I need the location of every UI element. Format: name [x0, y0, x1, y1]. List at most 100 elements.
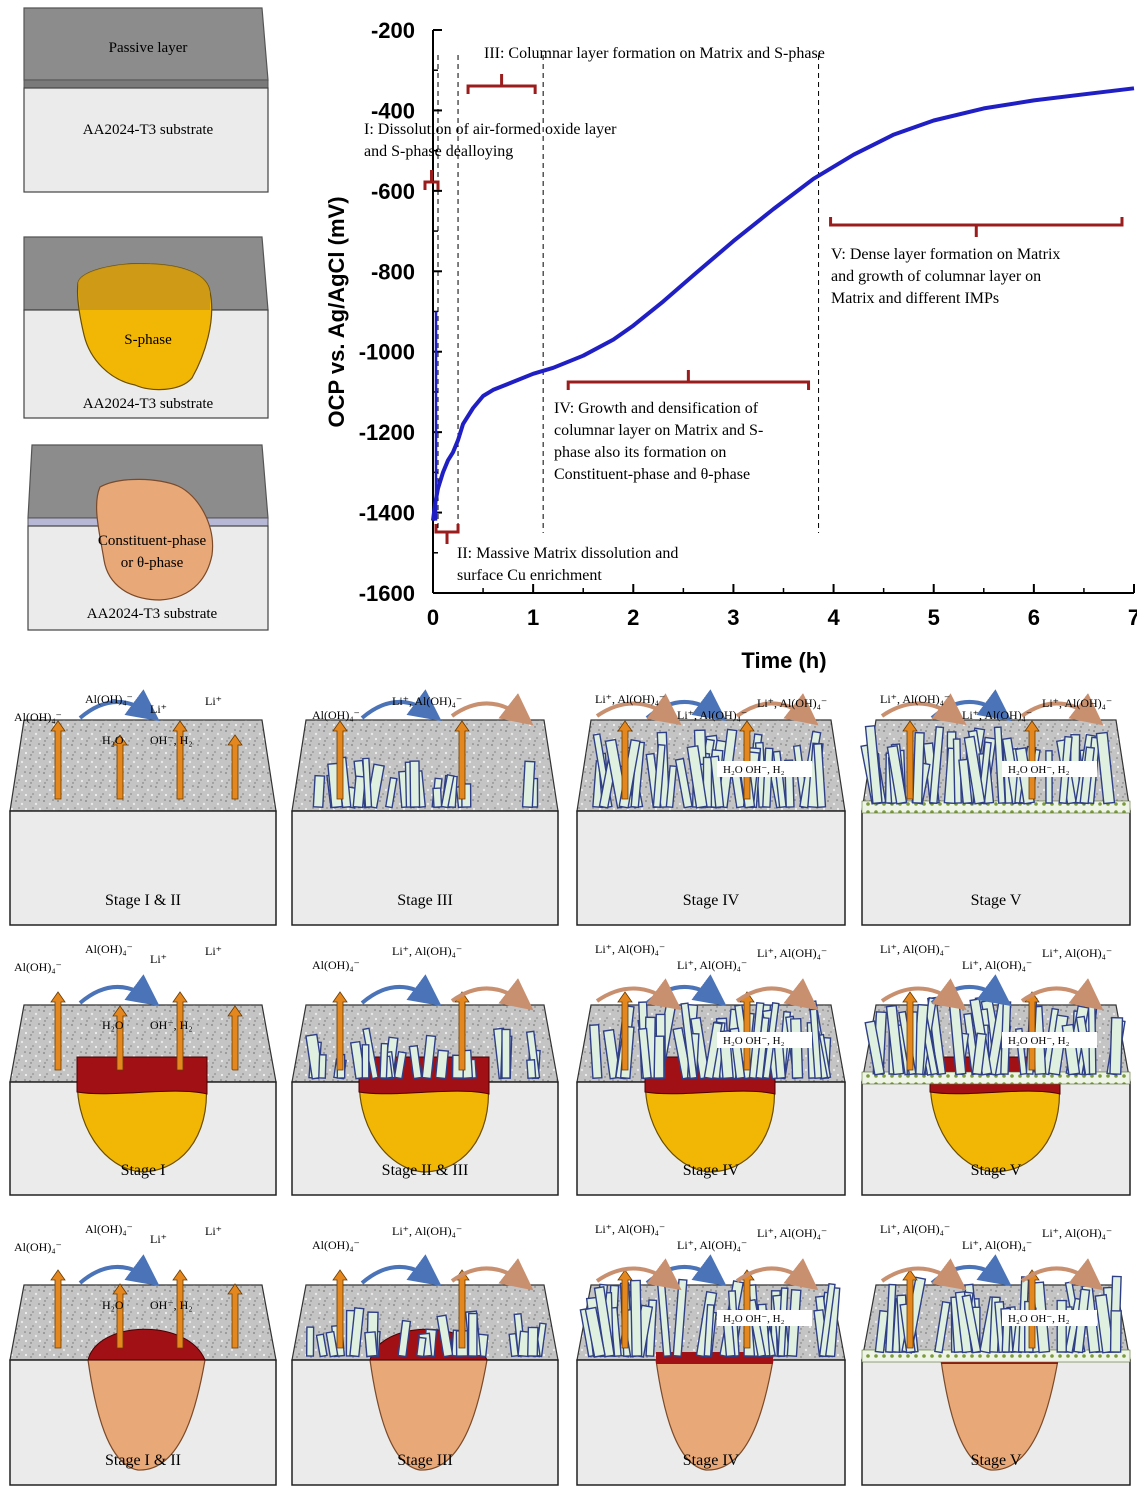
dealloyed-layer — [76, 1056, 208, 1095]
columnar-crystal — [886, 744, 908, 805]
y-tick-label: -400 — [371, 98, 415, 123]
x-tick-label: 7 — [1128, 605, 1137, 630]
passive-layer-label: Passive layer — [109, 40, 188, 56]
columnar-crystal — [652, 743, 666, 809]
x-tick-label: 0 — [427, 605, 439, 630]
columnar-crystal — [963, 735, 986, 805]
species-li-aloh4: Li⁺, Al(OH)₄⁻ — [1042, 1226, 1112, 1240]
species-li-aloh4: Li⁺, Al(OH)₄⁻ — [880, 942, 950, 956]
constituent-particle — [940, 1359, 1059, 1471]
columnar-crystal — [521, 760, 536, 809]
transport-arrow-icon — [880, 1258, 967, 1291]
columnar-crystal — [934, 1300, 951, 1354]
columnar-crystal — [318, 1054, 327, 1079]
panel-3-3: Li⁺, Al(OH)₄⁻ Li⁺, Al(OH)₄⁻ Li⁺, Al(OH)₄⁻ H… — [576, 1222, 846, 1486]
species-li-aloh4: Li⁺, Al(OH)₄⁻ — [677, 1238, 747, 1252]
panel-1-1: Al(OH)₄⁻ Al(OH)₄⁻ Li⁺ Li⁺ H₂O OH⁻, H₂ Stage I … — [9, 689, 277, 926]
species-box — [1002, 1032, 1097, 1048]
up-arrow-icon — [172, 1269, 188, 1349]
stage-ii-line-1: II: Massive Matrix dissolution and — [457, 545, 678, 562]
stage-panels: Al(OH)₄⁻ Al(OH)₄⁻ Li⁺ Li⁺ H₂O OH⁻, H₂ Stage I … — [9, 689, 1131, 1486]
stage-i-bracket — [423, 170, 440, 190]
up-arrow-icon — [1024, 991, 1040, 1071]
up-arrow-icon — [50, 1269, 66, 1349]
species-li-aloh4: Li⁺, Al(OH)₄⁻ — [962, 708, 1032, 722]
constituent-label-2: or θ-phase — [121, 555, 184, 571]
substrate-label-3: AA2024-T3 substrate — [87, 606, 218, 622]
species-aloh4: Al(OH)₄⁻ — [14, 710, 62, 724]
stage-iv-line-3: phase also its formation on — [554, 444, 726, 461]
up-arrow-icon — [617, 720, 633, 800]
stage-v-line-1: V: Dense layer formation on Matrix — [831, 246, 1060, 263]
columnar-crystal — [672, 1278, 688, 1358]
columnar-crystal — [637, 1027, 652, 1080]
columnar-crystal — [674, 757, 693, 809]
species-aloh4: Al(OH)₄⁻ — [85, 942, 133, 956]
species-aloh4: Al(OH)₄⁻ — [312, 708, 360, 722]
stage-iv-line-4: Constituent-phase and θ-phase — [554, 466, 750, 483]
species-h2o: H₂O — [102, 733, 124, 747]
species-li-aloh4: Li⁺, Al(OH)₄⁻ — [757, 696, 827, 710]
stage-ii-line-2: surface Cu enrichment — [457, 567, 602, 584]
up-arrow-icon — [227, 1283, 243, 1349]
columnar-crystal — [961, 1294, 982, 1354]
up-arrow-icon — [50, 720, 66, 800]
species-li-aloh4: Li⁺, Al(OH)₄⁻ — [677, 708, 747, 722]
s-phase-particle — [644, 1073, 775, 1173]
species-aloh4: Al(OH)₄⁻ — [14, 960, 62, 974]
panel-1-3: Li⁺, Al(OH)₄⁻ Li⁺, Al(OH)₄⁻ Li⁺, Al(OH)₄⁻ H… — [576, 689, 846, 926]
species-li-aloh4: Li⁺, Al(OH)₄⁻ — [595, 942, 665, 956]
species-li-aloh4: Li⁺, Al(OH)₄⁻ — [880, 1222, 950, 1236]
species-li: Li⁺ — [150, 1232, 167, 1246]
s-phase-particle — [358, 1073, 489, 1173]
species-aloh4: Al(OH)₄⁻ — [14, 1240, 62, 1254]
y-tick-label: -800 — [371, 259, 415, 284]
columnar-crystal — [432, 787, 443, 808]
species-li: Li⁺ — [150, 952, 167, 966]
columnar-crystal — [593, 1286, 615, 1358]
species-li-aloh4: Li⁺, Al(OH)₄⁻ — [392, 1224, 462, 1238]
up-arrow-icon — [227, 1005, 243, 1071]
species-aloh4: Al(OH)₄⁻ — [312, 1238, 360, 1252]
columnar-crystal — [393, 1050, 407, 1080]
columnar-crystal — [885, 1283, 897, 1353]
species-h2o-oh-h2: H₂O OH⁻, H₂ — [1008, 764, 1070, 776]
stage-label: Stage I & II — [105, 892, 181, 909]
columnar-crystal — [409, 760, 421, 808]
schematic-passive-layer: Passive layer AA2024-T3 substrate — [23, 7, 269, 193]
up-arrow-icon — [172, 720, 188, 800]
panel-2-1: Al(OH)₄⁻ Al(OH)₄⁻ Li⁺ Li⁺ H₂O OH⁻, H₂ Stage I — [9, 942, 277, 1196]
transport-arrow-icon — [735, 978, 819, 1011]
x-tick-label: 6 — [1028, 605, 1040, 630]
transport-arrow-icon — [735, 693, 819, 726]
species-li-aloh4: Li⁺, Al(OH)₄⁻ — [1042, 946, 1112, 960]
stage-iv-line-2: columnar layer on Matrix and S- — [554, 422, 763, 439]
species-aloh4: Al(OH)₄⁻ — [312, 958, 360, 972]
up-arrow-icon — [50, 991, 66, 1071]
columnar-crystal — [408, 1044, 423, 1080]
columnar-crystal — [305, 1326, 315, 1357]
stage-iv-line-1: IV: Growth and densification of — [554, 400, 759, 417]
ocp-chart: -200 -400 -600 -800 -1000 -1200 -1400 -1600 0 1 2 3… — [324, 18, 1137, 673]
columnar-crystal — [349, 1307, 365, 1358]
x-tick-label: 5 — [928, 605, 940, 630]
species-box — [1002, 761, 1097, 777]
stage-iv-annotation: IV: Growth and densification of columnar… — [554, 400, 763, 483]
transport-arrow-icon — [595, 693, 682, 726]
constituent-label-1: Constituent-phase — [98, 533, 207, 549]
columnar-crystal — [361, 1044, 370, 1079]
species-li-aloh4: Li⁺, Al(OH)₄⁻ — [1042, 696, 1112, 710]
substrate-label-1: AA2024-T3 substrate — [83, 122, 214, 138]
up-arrow-icon — [1024, 720, 1040, 800]
species-li: Li⁺ — [150, 702, 167, 716]
y-tick-label: -1000 — [359, 340, 415, 365]
up-arrow-icon — [112, 1005, 128, 1071]
columnar-crystal — [813, 742, 827, 808]
species-box — [1002, 1310, 1097, 1326]
up-arrow-icon — [902, 1269, 918, 1349]
dense-layer — [861, 800, 1131, 814]
reaction-arrow-icon — [78, 689, 160, 722]
up-arrow-icon — [454, 991, 470, 1071]
transport-arrow-icon — [595, 978, 682, 1011]
